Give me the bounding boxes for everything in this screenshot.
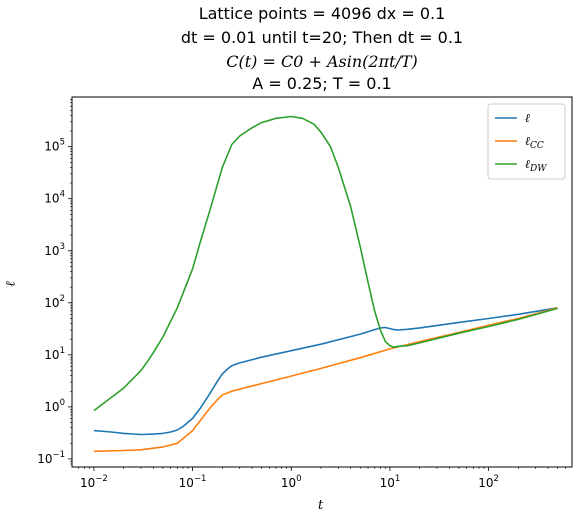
y-tick-label: 100 [44,398,65,414]
y-tick-label: 103 [44,242,65,258]
chart-title-line-1: Lattice points = 4096 dx = 0.1 [198,4,446,23]
plot-frame [71,96,573,468]
x-axis-label: t [318,498,324,513]
series-line-l [93,307,558,436]
series-line-dw [93,115,558,412]
chart-title-line-3: C(t) = C0 + Asin(2πt/T) [226,52,418,71]
series-line-cc [93,307,558,453]
y-tick-label: 101 [44,346,65,362]
y-tick-label: 104 [44,190,65,206]
x-tick-label: 10−1 [179,474,207,490]
y-tick-label: 102 [44,294,65,310]
x-tick-label: 101 [380,474,401,490]
x-tick-label: 100 [281,474,302,490]
y-axis-label: ℓ [3,281,19,287]
legend-label: ℓ [525,111,530,125]
y-tick-label: 10−1 [37,450,65,466]
x-tick-label: 10−2 [80,474,108,490]
chart-title-line-4: A = 0.25; T = 0.1 [252,74,392,93]
x-tick-label: 102 [478,474,499,490]
y-tick-label: 105 [44,138,65,154]
legend-label: ℓDW [525,157,547,174]
legend-label: ℓCC [525,134,544,151]
legend-box [487,103,566,180]
chart-title-line-2: dt = 0.01 until t=20; Then dt = 0.1 [180,28,464,47]
